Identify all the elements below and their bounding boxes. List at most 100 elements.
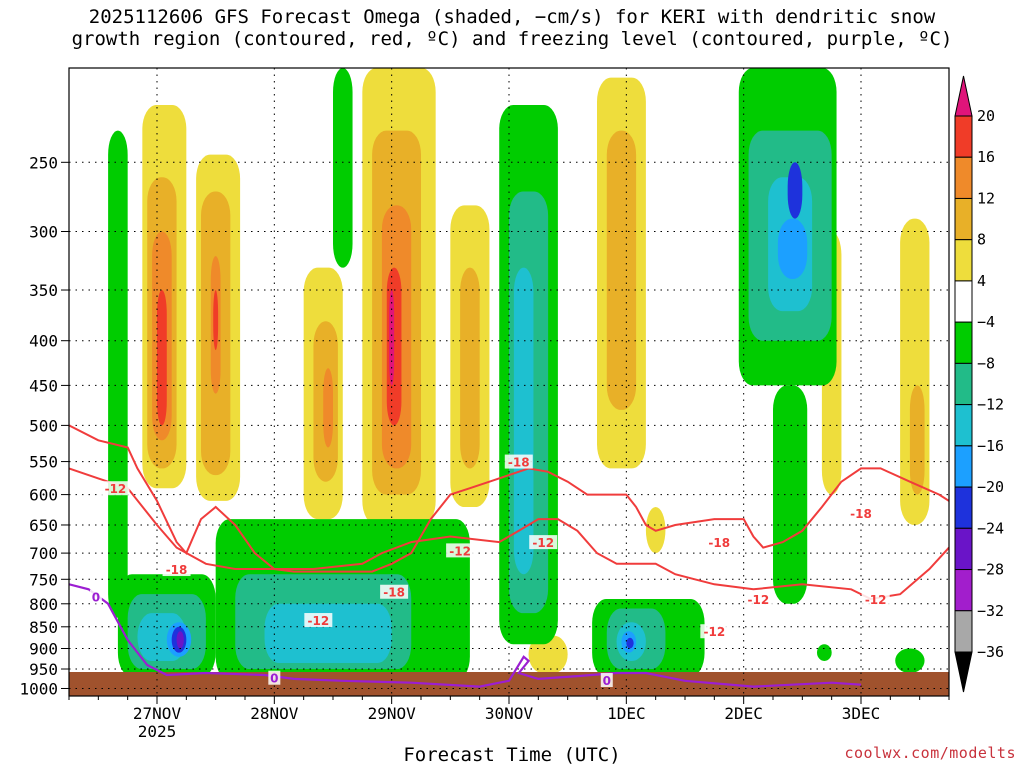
y-tick-label-300: 300 xyxy=(29,223,58,242)
colorbar-swatch-11 xyxy=(954,527,973,571)
dgz-label-6-bg xyxy=(529,535,558,550)
colorbar-swatch-4 xyxy=(954,239,973,282)
y-tick-label-650: 650 xyxy=(29,516,58,535)
colorbar-swatch-7 xyxy=(954,362,973,406)
colorbar-label-8: −16 xyxy=(977,437,1004,455)
omega-region-36 xyxy=(333,68,353,268)
dgz-label-4-bg xyxy=(446,543,475,558)
freezing-label-2-bg xyxy=(600,673,613,688)
x-tick-label-2: 29NOV xyxy=(368,704,417,723)
credit-text: coolwx.com/modelts xyxy=(844,744,1016,762)
colorbar-swatch-8 xyxy=(954,404,973,447)
y-axis-ticks: 250 300 350 400 450 500 550 600 650 700 750 800 850 9… xyxy=(19,153,69,698)
omega-region-10 xyxy=(323,368,333,448)
y-tick-label-850: 850 xyxy=(29,618,58,637)
colorbar-swatch-1 xyxy=(954,115,973,158)
omega-region-15 xyxy=(389,290,395,386)
omega-region-44 xyxy=(626,637,634,649)
omega-region-50 xyxy=(773,385,808,604)
dgz-contour-0 xyxy=(69,467,949,601)
omega-region-39 xyxy=(513,267,534,575)
colorbar-label-13: −36 xyxy=(977,643,1004,661)
freezing-label-0: 0 xyxy=(92,591,100,605)
colorbar-label-9: −20 xyxy=(977,478,1004,496)
dgz-label-2-bg xyxy=(304,613,333,628)
y-tick-label-900: 900 xyxy=(29,639,58,658)
x-tick-label-1: 28NOV xyxy=(250,704,299,723)
dgz-label-7: -12 xyxy=(703,625,725,639)
colorbar-swatch-12 xyxy=(954,569,973,612)
y-tick-label-550: 550 xyxy=(29,453,58,472)
dgz-label-1: -18 xyxy=(166,563,188,577)
dgz-label-9: -12 xyxy=(747,593,769,607)
colorbar-swatch-13 xyxy=(954,610,973,653)
omega-region-35 xyxy=(264,603,392,663)
dgz-label-10-bg xyxy=(847,506,875,521)
colorbar-bottom-arrow xyxy=(954,651,973,693)
y-tick-label-450: 450 xyxy=(29,376,58,395)
dgz-label-4: -12 xyxy=(449,544,471,558)
colorbar-label-6: −8 xyxy=(977,354,995,372)
omega-region-25 xyxy=(528,635,568,673)
chart-title-line-2: growth region (contoured, red, ºC) and f… xyxy=(71,28,953,50)
y-tick-label-700: 700 xyxy=(29,544,58,563)
y-tick-label-1000: 1000 xyxy=(19,679,58,698)
colorbar-swatch-2 xyxy=(954,156,973,199)
omega-region-7 xyxy=(213,290,219,351)
y-tick-label-350: 350 xyxy=(29,281,58,300)
y-tick-label-800: 800 xyxy=(29,595,58,614)
colorbar-label-4: 4 xyxy=(977,272,986,290)
dgz-label-8: -18 xyxy=(708,536,730,550)
y-tick-label-600: 600 xyxy=(29,486,58,505)
colorbar-label-12: −32 xyxy=(977,602,1004,620)
freezing-label-1-bg xyxy=(268,670,281,685)
x-tick-label-0: 27NOV xyxy=(133,704,182,723)
dgz-label-3-bg xyxy=(380,584,409,599)
x-tick-label-6: 3DEC xyxy=(842,704,881,723)
x-tick-label-4: 1DEC xyxy=(607,704,646,723)
omega-shading xyxy=(108,68,930,681)
dgz-label-3: -18 xyxy=(383,586,405,600)
colorbar: 20 16 12 8 4 −4 −8 −12 −16 −20 −24 −28 −32 −36 xyxy=(954,75,1004,693)
dgz-label-5: -18 xyxy=(508,456,530,470)
colorbar-label-7: −12 xyxy=(977,396,1004,414)
dgz-label-0: -12 xyxy=(105,482,127,496)
omega-region-49 xyxy=(787,162,803,219)
dgz-contour-1 xyxy=(69,424,949,573)
colorbar-swatch-10 xyxy=(954,486,973,529)
y-tick-label-250: 250 xyxy=(29,153,58,172)
colorbar-swatch-3 xyxy=(954,197,973,241)
freezing-level-contour xyxy=(69,583,862,688)
y-tick-label-500: 500 xyxy=(29,416,58,435)
colorbar-label-5: −4 xyxy=(977,313,995,331)
y-tick-label-400: 400 xyxy=(29,332,58,351)
colorbar-swatch-6 xyxy=(954,321,973,364)
colorbar-label-2: 12 xyxy=(977,189,995,207)
x-tick-label-3: 30NOV xyxy=(485,704,534,723)
dgz-label-2: -12 xyxy=(307,614,329,628)
grid-lines xyxy=(69,68,949,696)
y-tick-label-750: 750 xyxy=(29,570,58,589)
colorbar-swatch-5 xyxy=(954,280,973,323)
freezing-label-0-bg xyxy=(89,589,102,604)
contour-labels: -12 -18 -12 -18 -12 -18 -12 -12 -18 -12 -18 -12 0 0 0 xyxy=(89,454,890,688)
dgz-label-11-bg xyxy=(861,592,890,607)
omega-region-26 xyxy=(108,130,128,618)
colorbar-label-1: 16 xyxy=(977,148,995,166)
dgz-label-0-bg xyxy=(101,481,130,496)
omega-region-24 xyxy=(909,385,925,495)
x-axis-label: Forecast Time (UTC) xyxy=(403,744,621,766)
freezing-label-2: 0 xyxy=(603,674,611,688)
dgz-label-5-bg xyxy=(504,454,533,469)
y-tick-label-950: 950 xyxy=(29,660,58,679)
dgz-label-8-bg xyxy=(705,535,734,550)
freezing-label-1: 0 xyxy=(270,672,278,686)
colorbar-label-11: −28 xyxy=(977,561,1004,579)
dgz-label-1-bg xyxy=(162,562,191,577)
dgz-label-9-bg xyxy=(744,592,773,607)
dgz-label-6: -12 xyxy=(532,536,554,550)
omega-region-19 xyxy=(606,130,637,410)
colorbar-label-0: 20 xyxy=(977,107,995,125)
